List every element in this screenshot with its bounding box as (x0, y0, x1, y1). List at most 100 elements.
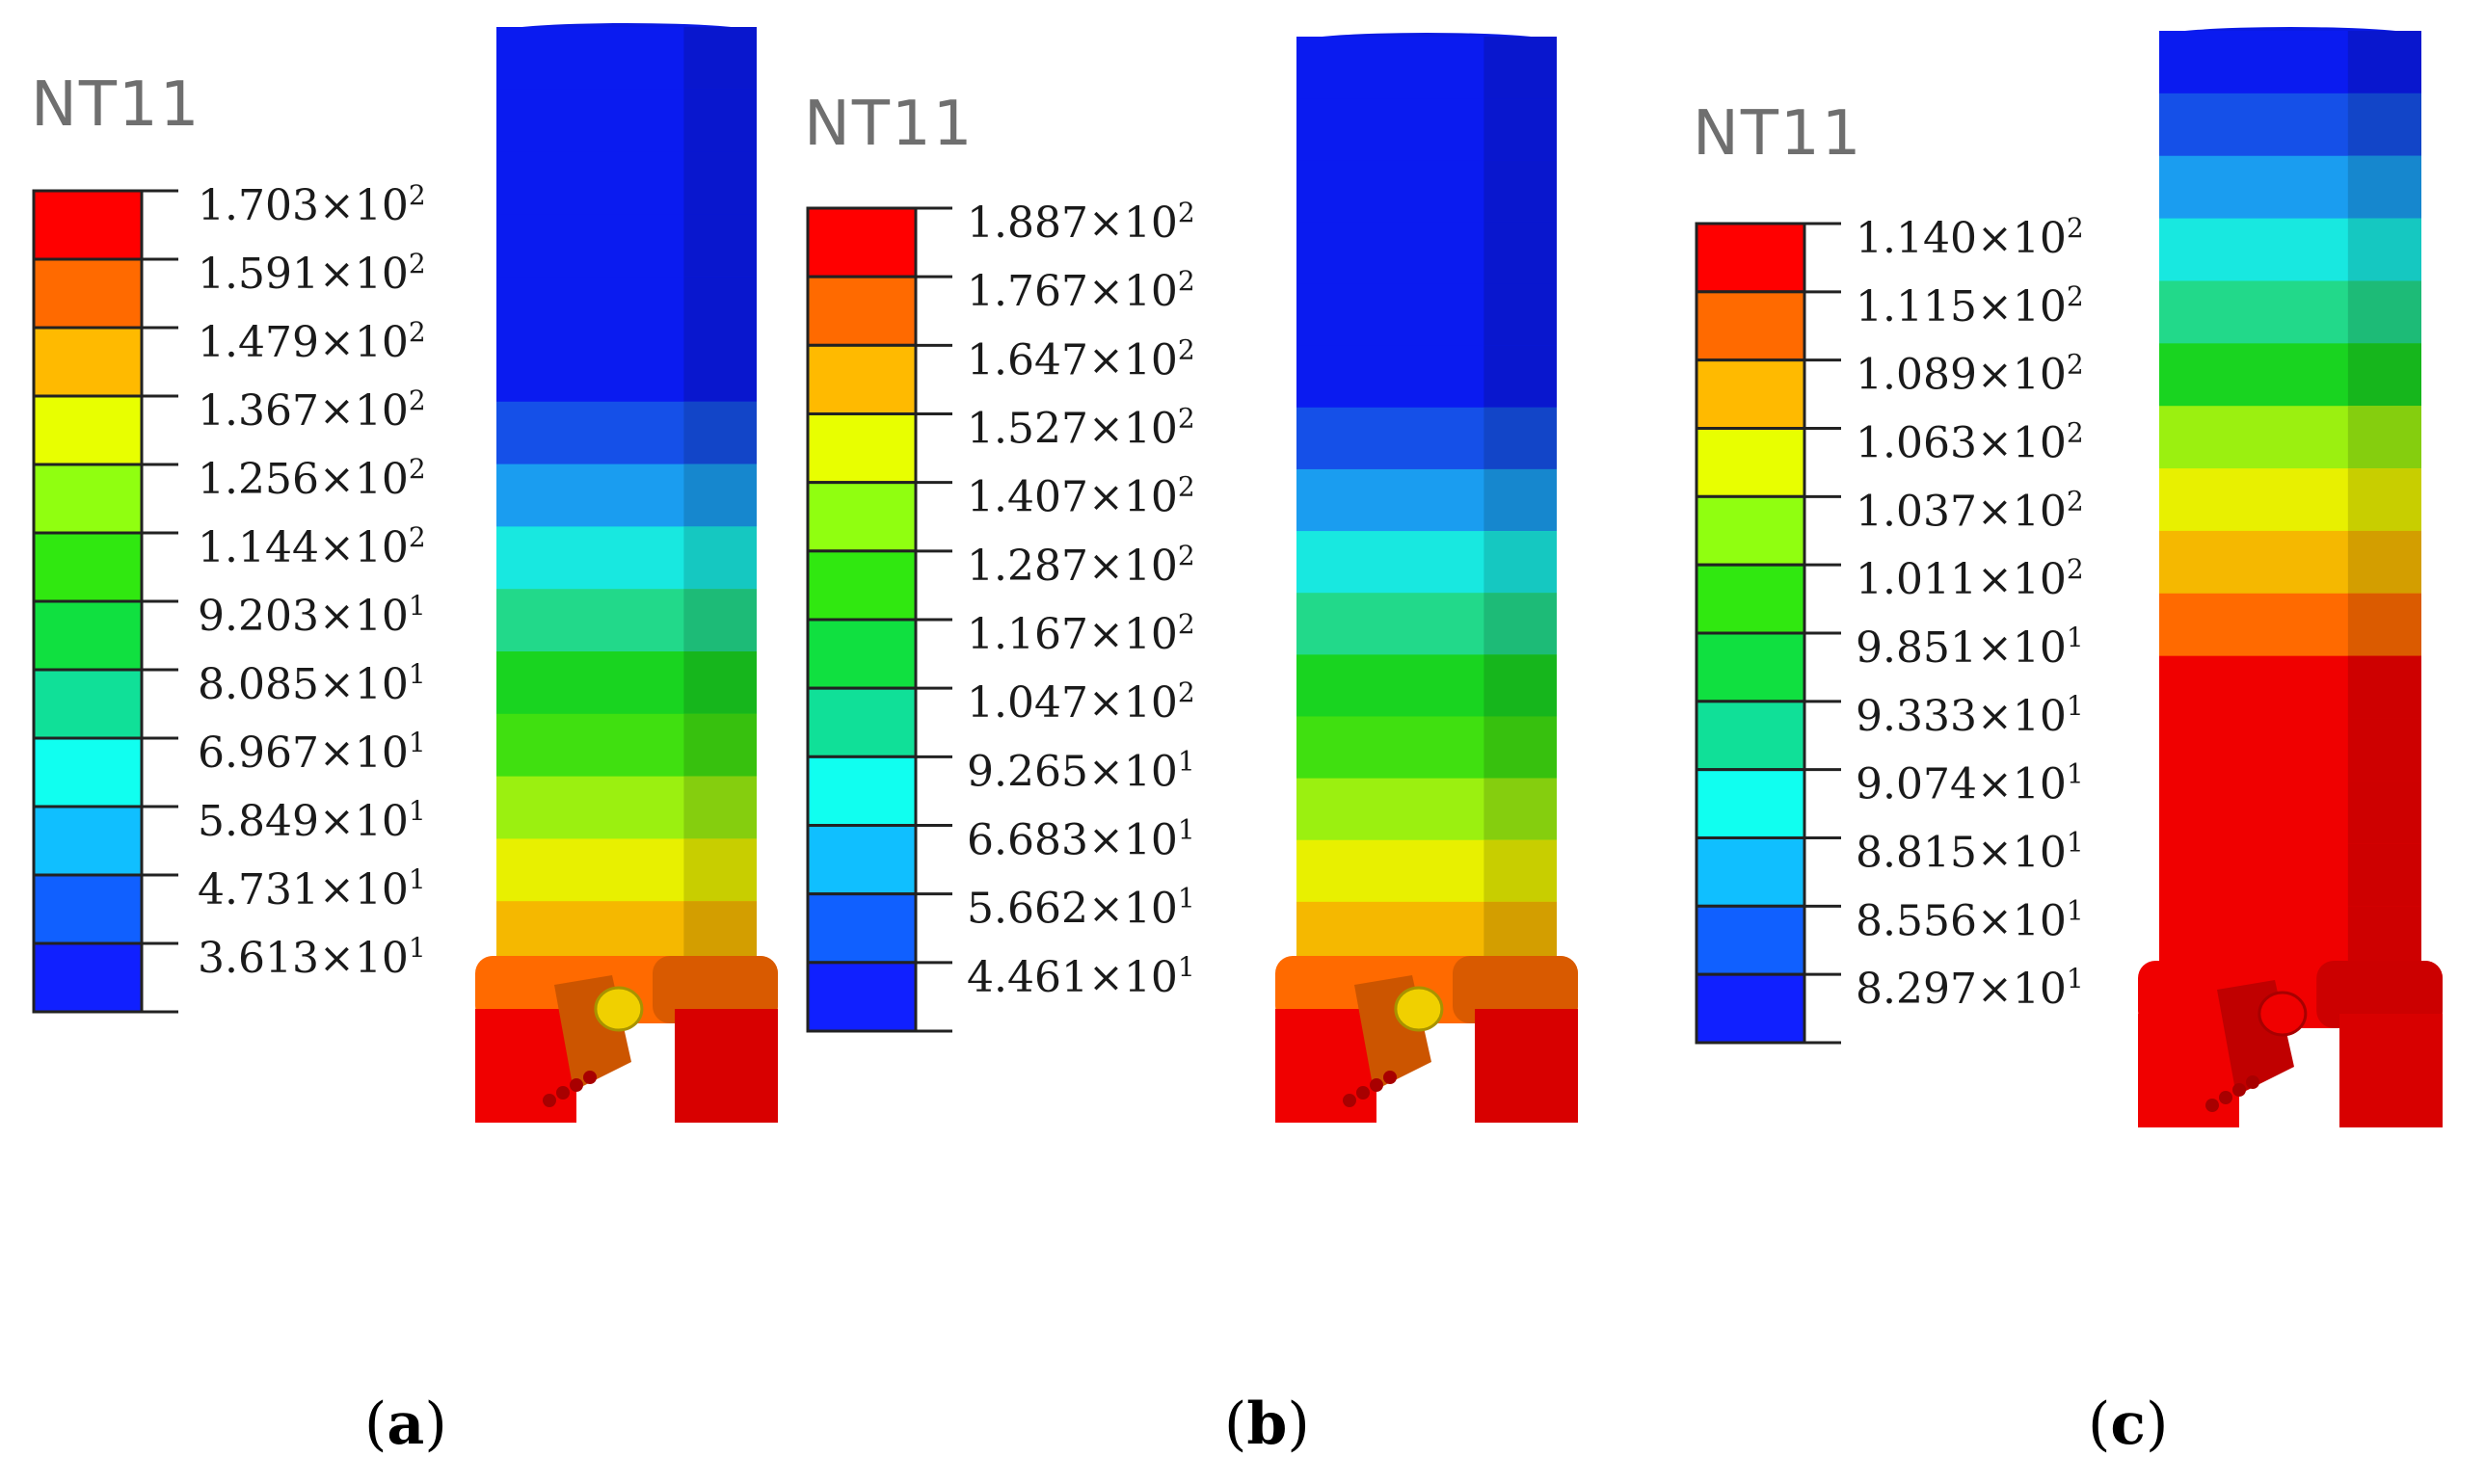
legend-swatch (806, 755, 918, 827)
bit-blade-left (475, 1009, 576, 1123)
legend-a: 1.703×102 1.591×102 1.479×102 1.367×102 1.25… (32, 179, 426, 1014)
temperature-band-shade (2347, 530, 2421, 595)
legend-tick-label: 8.297×101 (1856, 963, 2084, 1014)
temperature-band-shade (1483, 345, 1557, 409)
legend-tick-label: 5.849×101 (198, 795, 426, 846)
legend-swatch (32, 736, 144, 808)
temperature-band-shade (683, 589, 757, 652)
legend-swatch (32, 326, 144, 398)
panel-c: NT11 1.140×102 1.115×102 1.089×102 1.063×10… (1693, 27, 2443, 1458)
bit-cutter-button (1370, 1078, 1383, 1092)
legend-tick-label: 1.140×102 (1856, 212, 2084, 263)
temperature-band-shade (683, 526, 757, 591)
legend-tick-label: 1.767×102 (967, 265, 1195, 316)
legend-tick-label: 9.074×101 (1856, 758, 2084, 809)
temperature-band-shade (1483, 593, 1557, 656)
legend-swatch (1695, 222, 1806, 294)
legend-swatch (1695, 427, 1806, 498)
legend-tick-label: 1.367×102 (198, 384, 426, 436)
legend-tick-label: 6.967×101 (198, 727, 426, 778)
temperature-band-shade (1483, 716, 1557, 780)
legend-swatch (806, 618, 918, 690)
legend-swatch (32, 599, 144, 672)
temperature-band-shade (683, 27, 757, 91)
legend-swatch (32, 941, 144, 1014)
legend-tick-label: 6.683×101 (967, 814, 1195, 865)
legend-tick-label: 9.851×101 (1856, 622, 2084, 673)
legend-tick-label: 9.333×101 (1856, 690, 2084, 741)
legend-swatch (32, 257, 144, 330)
temperature-band-shade (1483, 37, 1557, 100)
legend-tick-label: 8.556×101 (1856, 894, 2084, 945)
legend-swatch (1695, 631, 1806, 703)
temperature-band-shade (683, 838, 757, 903)
temperature-band-shade (2347, 468, 2421, 532)
temperature-band-shade (683, 901, 757, 965)
legend-tick-label: 9.265×101 (967, 745, 1195, 796)
legend-swatch (806, 481, 918, 553)
legend-swatch (806, 206, 918, 278)
temperature-band-shade (683, 651, 757, 715)
legend-title-c: NT11 (1693, 98, 1862, 170)
legend-tick-label: 1.647×102 (967, 333, 1195, 384)
bit-blade-left (2138, 1014, 2239, 1127)
legend-swatch (1695, 768, 1806, 840)
temperature-band-shade (1483, 901, 1557, 965)
legend-swatch (1695, 290, 1806, 362)
temperature-band-shade (2347, 31, 2421, 94)
bit-cutter-button (570, 1078, 583, 1092)
drill-body-b (1275, 33, 1578, 1123)
temperature-band-shade (1483, 654, 1557, 718)
temperature-band-shade (2347, 343, 2421, 408)
legend-swatch (32, 531, 144, 603)
temperature-band-shade (683, 464, 757, 528)
legend-swatch (32, 805, 144, 877)
legend-tick-label: 1.287×102 (967, 540, 1195, 591)
legend-tick-label: 1.887×102 (967, 197, 1195, 248)
bit-center-nozzle (594, 986, 644, 1032)
legend-swatch (32, 394, 144, 466)
temperature-band-shade (2347, 843, 2421, 908)
temperature-band-shade (2347, 218, 2421, 282)
drill-body-c (2138, 27, 2443, 1127)
legend-c: 1.140×102 1.115×102 1.089×102 1.063×102 1.03… (1695, 212, 2084, 1045)
bit-cutter-button (1343, 1094, 1356, 1107)
legend-tick-label: 4.461×101 (967, 951, 1195, 1002)
legend-tick-label: 1.037×102 (1856, 485, 2084, 536)
temperature-band-shade (683, 776, 757, 840)
legend-tick-label: 1.407×102 (967, 471, 1195, 522)
legend-swatch (1695, 563, 1806, 635)
legend-swatch (806, 824, 918, 896)
legend-title-a: NT11 (31, 69, 200, 141)
legend-swatch (1695, 358, 1806, 430)
bit-cutter-button (543, 1094, 556, 1107)
drill-body-a (475, 23, 778, 1123)
bit-cutter-button (1356, 1086, 1370, 1100)
panel-b: NT11 1.887×102 1.767×102 1.647×102 1.527×10… (804, 33, 1578, 1458)
temperature-band-shade (1483, 98, 1557, 162)
bit-blade-right (675, 1009, 778, 1123)
panel-label-b: (b) (1224, 1391, 1310, 1458)
legend-tick-label: 8.815×101 (1856, 827, 2084, 878)
temperature-band-shade (2347, 406, 2421, 470)
bit-cutter-button (583, 1071, 597, 1084)
bit-shoulder-shade (1453, 956, 1578, 1023)
legend-swatch (1695, 700, 1806, 772)
legend-tick-label: 1.144×102 (198, 521, 426, 572)
bit-blade-right (2339, 1014, 2443, 1127)
temperature-band-shade (1483, 531, 1557, 595)
bit-blade-left (1275, 1009, 1376, 1123)
legend-tick-label: 1.011×102 (1856, 553, 2084, 604)
legend-swatch (806, 549, 918, 622)
temperature-band-shade (683, 151, 757, 216)
temperature-band-shade (1483, 407, 1557, 470)
legend-tick-label: 1.167×102 (967, 608, 1195, 659)
temperature-band-shade (2347, 655, 2421, 720)
legend-tick-label: 1.047×102 (967, 676, 1195, 728)
bit-center-nozzle (2258, 991, 2308, 1037)
bit-cutter-button (1383, 1071, 1397, 1084)
temperature-band-shade (2347, 155, 2421, 220)
legend-swatch (32, 189, 144, 261)
bit-cutter-button (556, 1086, 570, 1100)
legend-swatch (32, 668, 144, 740)
